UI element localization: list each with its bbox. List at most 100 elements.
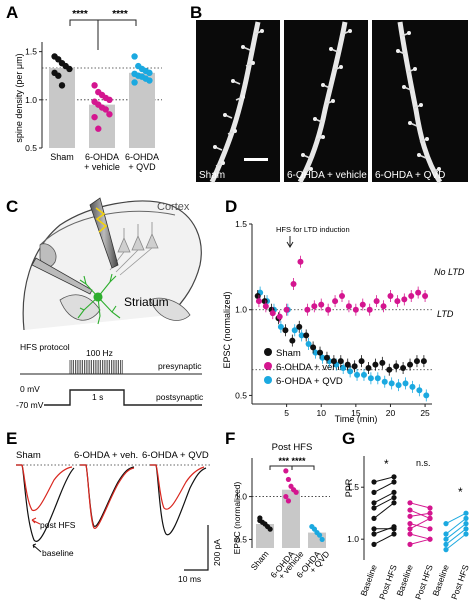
pair-line-g [373,533,395,545]
point-g [371,489,377,495]
spine-head [331,99,335,103]
pair-line-g [373,526,395,535]
point-g [427,526,433,532]
micrograph-label-vehicle: 6-OHDA + vehicle [287,170,367,181]
point-d [408,293,415,299]
bar-a [49,68,75,148]
point-g [391,495,397,501]
hippocampus [59,294,101,321]
point-d [352,306,359,313]
trace-vehicle-baseline [80,464,135,527]
point-g [371,479,377,485]
point-a [95,125,102,132]
spine-head [309,167,313,171]
ns-label: n.s. [416,458,431,468]
hfs-arrow [286,236,294,248]
point-d [420,358,427,365]
category-label-f: Sham [249,549,271,572]
point-g [391,479,397,485]
post-hfs-arrow [31,517,41,525]
sig-bracket-right [97,19,137,26]
category-label-a: 6-OHDA [85,152,119,162]
legend-dot-sham [264,348,272,356]
spine-head [301,153,305,157]
bar-a [89,104,115,148]
tick-label-d-y: 0.5 [235,390,247,400]
point-g [427,510,433,516]
pair-line-g [373,497,395,509]
point-d [261,298,268,305]
tick-label-a: 1.0 [25,95,37,105]
legend-dot-qvd [264,376,272,384]
point-d [310,344,317,351]
point-d [339,293,345,299]
dendrite-vehicle [297,21,348,184]
tick-label-g: 1.0 [347,534,359,544]
panel-d-chart: EPSC (normalized) Time (min) HFS for LTD… [222,225,465,424]
dendrite-sham [209,21,261,184]
spine-head [260,29,264,33]
point-g [427,515,433,522]
spine-head [213,145,217,149]
pair-line-g [373,476,395,483]
ltd-label: LTD [437,309,454,319]
point-g [443,541,449,548]
ylabel-f: EPSC (normalized) [232,481,242,554]
spine-head [231,79,235,83]
spine-head [419,103,423,107]
point-g [427,505,433,511]
category-label-g: Baseline [358,563,379,597]
tick-label-g: 1.5 [347,482,359,492]
spine-head [321,83,325,87]
point-f [257,515,263,521]
pair-line-g [409,512,431,517]
point-d [311,303,318,310]
panel-e-traces: Sham 6-OHDA + veh. 6-OHDA + QVD post HFS… [16,450,222,584]
dendrite-qvd [397,21,443,184]
spine-head [221,161,225,165]
point-f [285,498,292,504]
point-g [391,474,397,480]
tick-label-d-x: 10 [316,408,326,418]
panel-label-c: C [6,197,18,216]
legend-d: Sham 6-OHDA + vehicle 6-OHDA + QVD [264,348,352,387]
spine-head [223,113,227,117]
point-d [325,306,332,313]
point-d [365,365,372,371]
point-d [262,303,269,310]
point-g [463,531,469,537]
sig-bracket-left [69,19,99,26]
spine-head [408,121,412,125]
panel-label-f: F [225,429,235,448]
label-striatum: Striatum [124,295,169,309]
point-a [91,82,98,89]
baseline-label: baseline [42,548,74,558]
legend-dot-vehicle [264,362,272,370]
point-g [391,531,397,537]
pair-line-g [409,538,431,545]
point-g [443,521,449,527]
ylabel-g: PPR [344,478,354,497]
point-g [463,510,469,516]
scale-bar-e [184,525,209,571]
pair-line-g [409,502,431,509]
pair-line-g [409,509,431,519]
point-f [319,536,325,543]
point-a [66,65,73,73]
tick-label-a: 1.5 [25,47,37,57]
pair-line-g [373,491,395,504]
trace-sham-baseline [16,464,75,542]
legend-label-vehicle: 6-OHDA + vehicle [276,362,352,373]
category-label-a: Sham [50,152,74,162]
sig-bracket-f-right [291,465,315,470]
point-g [407,531,413,537]
point-d [422,293,429,299]
point-d [394,298,401,305]
point-g [427,536,433,542]
spine-head [396,49,400,53]
point-d [374,375,381,382]
point-d [312,349,319,356]
spine-head [241,95,245,99]
scale-label-y: 200 pA [212,539,222,566]
point-d [345,303,352,310]
